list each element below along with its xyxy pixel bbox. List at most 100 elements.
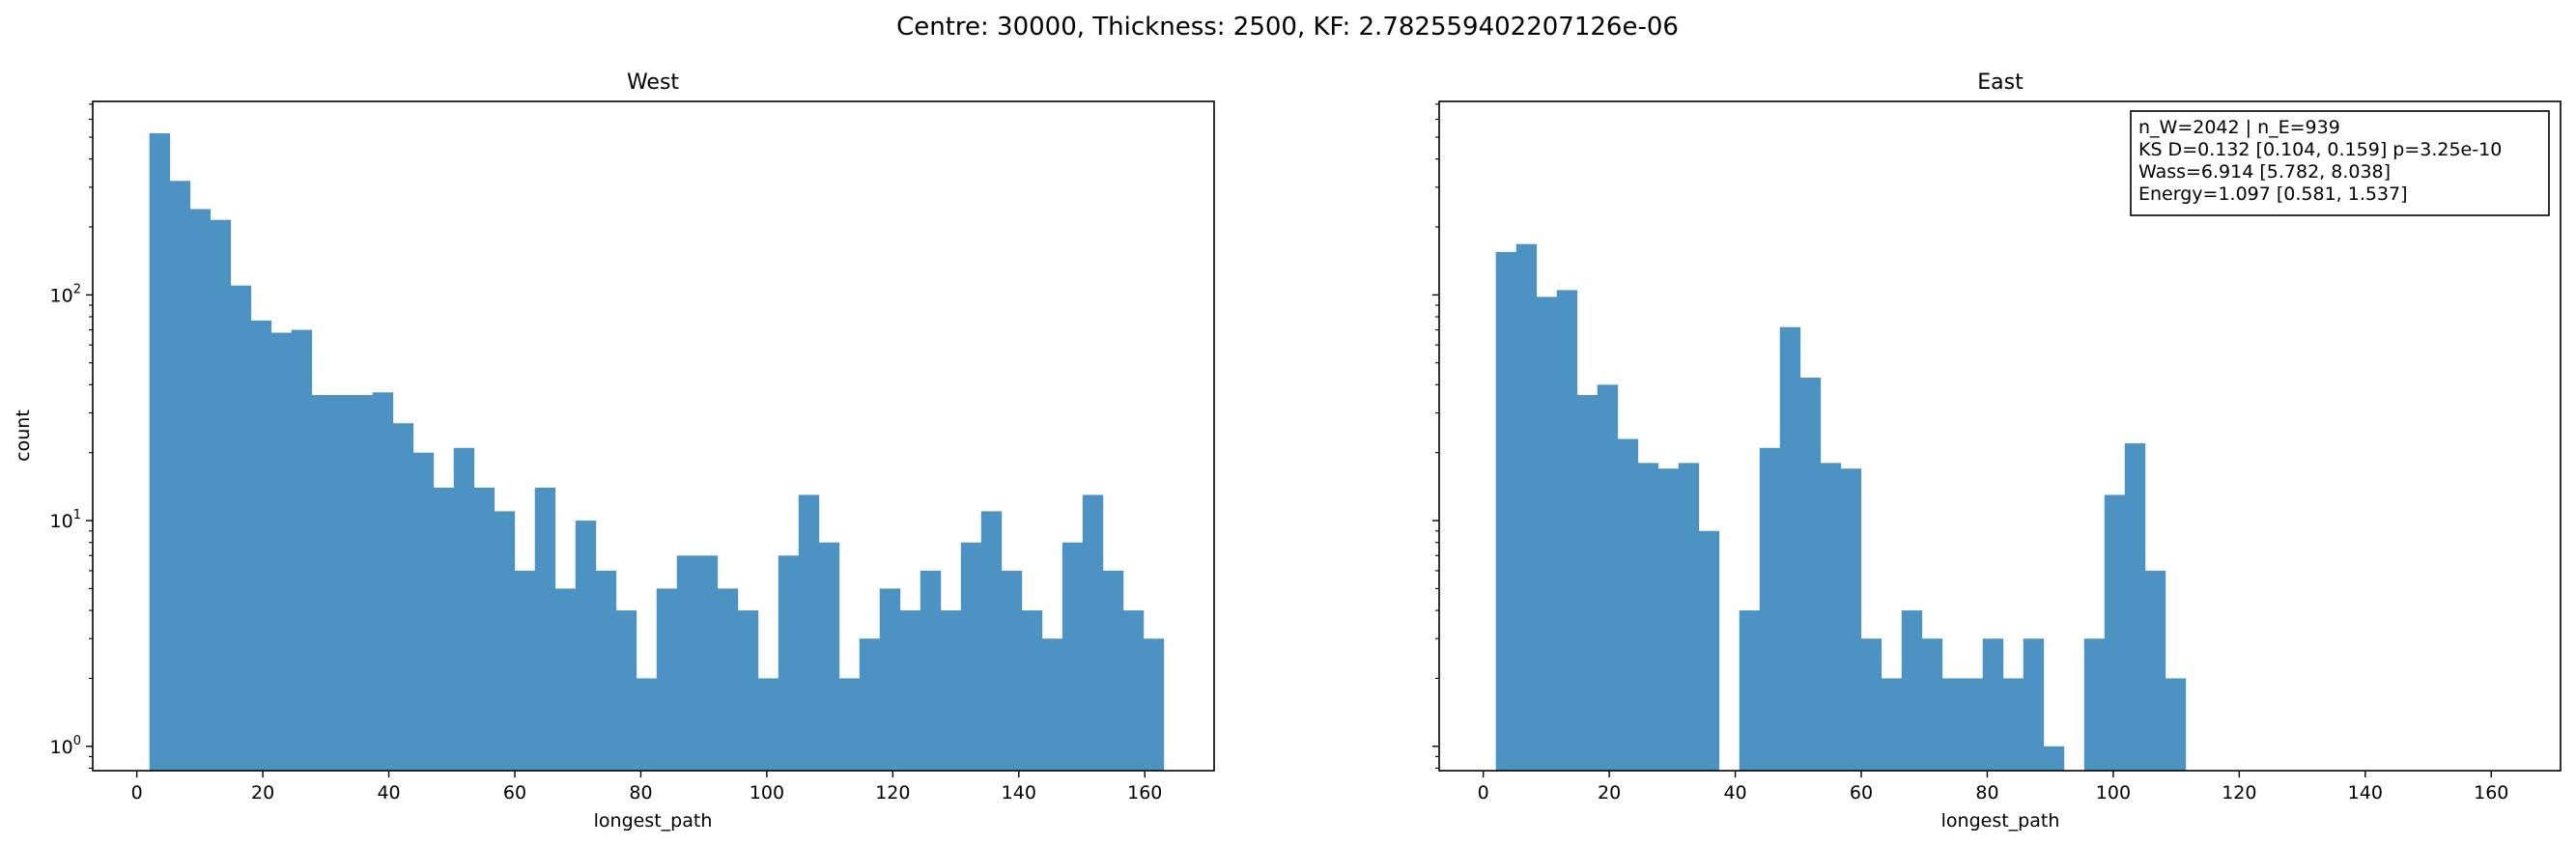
west-xtick-label-2: 40 (377, 782, 400, 804)
west-bar-38 (920, 570, 942, 771)
west-bar-31 (778, 555, 800, 771)
west-xtick-label-0: 0 (131, 782, 143, 804)
west-bar-6 (270, 332, 293, 771)
east-bar-33 (2165, 678, 2187, 771)
west-xtick-label-6: 120 (875, 782, 910, 804)
west-axes-frame (92, 100, 1215, 772)
east-bar-6 (1617, 438, 1639, 771)
west-bar-49 (1143, 638, 1165, 771)
west-bar-29 (737, 610, 759, 771)
east-xtick-label-5: 100 (2096, 782, 2131, 804)
west-xtick-label-7: 140 (1002, 782, 1036, 804)
west-xtick-label-1: 20 (251, 782, 274, 804)
east-bar-21 (1921, 638, 1943, 771)
west-bar-25 (656, 588, 678, 771)
west-bar-2 (189, 209, 212, 771)
east-bar-22 (1941, 678, 1964, 771)
east-y-ticks (1432, 103, 1439, 769)
west-title: West (627, 70, 679, 95)
east-xtick-label-6: 120 (2222, 782, 2256, 804)
west-bar-44 (1041, 638, 1063, 771)
west-bar-26 (676, 555, 698, 771)
east-bar-31 (2124, 443, 2146, 771)
west-bar-39 (940, 610, 962, 771)
west-xtick-label-5: 100 (750, 782, 784, 804)
east-xtick-label-4: 80 (1975, 782, 1998, 804)
east-bar-10 (1698, 530, 1720, 771)
west-bar-12 (392, 423, 414, 771)
west-bars (149, 133, 1165, 772)
east-xtick-label-0: 0 (1478, 782, 1489, 804)
west-bar-48 (1122, 610, 1145, 771)
west-bar-11 (372, 392, 394, 771)
east-xtick-label-8: 160 (2474, 782, 2508, 804)
east-bar-20 (1901, 610, 1923, 771)
west-bar-9 (331, 395, 354, 771)
west-bar-10 (352, 395, 374, 771)
west-bar-0 (149, 133, 171, 771)
west-xtick-label-3: 60 (503, 782, 526, 804)
west-xtick-label-8: 160 (1127, 782, 1162, 804)
east-bar-26 (2023, 638, 2045, 771)
west-ytick-label-2: 102 (50, 282, 81, 306)
west-bar-3 (210, 219, 232, 772)
west-bar-28 (717, 588, 739, 771)
east-bar-29 (2083, 638, 2106, 771)
west-bar-19 (534, 487, 556, 771)
east-x-ticks: 0 20 40 60 80 100 120 140 160 (1478, 771, 2508, 804)
west-bar-21 (575, 521, 597, 771)
east-xtick-label-1: 20 (1598, 782, 1621, 804)
west-bar-30 (757, 678, 779, 771)
west-bar-46 (1082, 494, 1104, 771)
west-xtick-label-4: 80 (629, 782, 652, 804)
west-panel: West 100 101 102 0 20 40 60 80 100 120 140 160 lon… (13, 70, 1215, 832)
west-bar-17 (494, 511, 516, 771)
east-bar-4 (1576, 395, 1599, 771)
west-bar-36 (879, 588, 901, 771)
stats-line-energy: Energy=1.097 [0.581, 1.537] (2138, 183, 2408, 205)
east-bar-13 (1759, 447, 1781, 771)
east-bar-12 (1739, 610, 1761, 771)
west-bar-18 (514, 570, 536, 771)
east-bar-17 (1840, 468, 1862, 771)
west-bar-43 (1021, 610, 1043, 771)
east-bar-3 (1556, 290, 1578, 771)
west-bar-27 (696, 555, 719, 771)
west-bar-40 (960, 542, 982, 771)
west-ytick-label-0: 100 (50, 734, 81, 758)
west-bar-23 (615, 610, 637, 771)
east-xtick-label-3: 60 (1850, 782, 1873, 804)
west-bar-8 (311, 395, 333, 771)
east-bar-15 (1799, 378, 1822, 771)
east-bar-16 (1820, 463, 1842, 771)
east-bar-18 (1860, 638, 1882, 771)
east-xtick-label-7: 140 (2348, 782, 2383, 804)
figure-suptitle: Centre: 30000, Thickness: 2500, KF: 2.78… (896, 13, 1679, 42)
east-bar-14 (1779, 326, 1801, 771)
west-bar-35 (859, 638, 881, 771)
west-bar-16 (473, 487, 495, 771)
east-bar-23 (1962, 678, 1984, 771)
west-bar-47 (1102, 570, 1124, 771)
west-bar-32 (798, 494, 820, 771)
east-bar-27 (2043, 746, 2065, 771)
west-bar-37 (899, 610, 921, 771)
east-bars (1495, 243, 2187, 771)
west-bar-34 (838, 678, 861, 771)
east-bar-30 (2104, 494, 2126, 771)
east-bar-0 (1495, 251, 1517, 771)
west-bar-13 (412, 452, 435, 771)
east-xtick-label-2: 40 (1723, 782, 1746, 804)
west-bar-14 (433, 487, 455, 771)
east-bar-32 (2144, 570, 2166, 771)
west-bar-24 (636, 678, 658, 771)
west-ylabel: count (13, 409, 34, 462)
west-ytick-label-1: 101 (50, 508, 81, 532)
west-bar-33 (818, 542, 840, 771)
west-bar-45 (1062, 542, 1084, 771)
west-bar-5 (250, 320, 272, 771)
west-bar-4 (230, 285, 252, 771)
east-bar-8 (1657, 468, 1680, 771)
west-bar-42 (1001, 570, 1023, 771)
